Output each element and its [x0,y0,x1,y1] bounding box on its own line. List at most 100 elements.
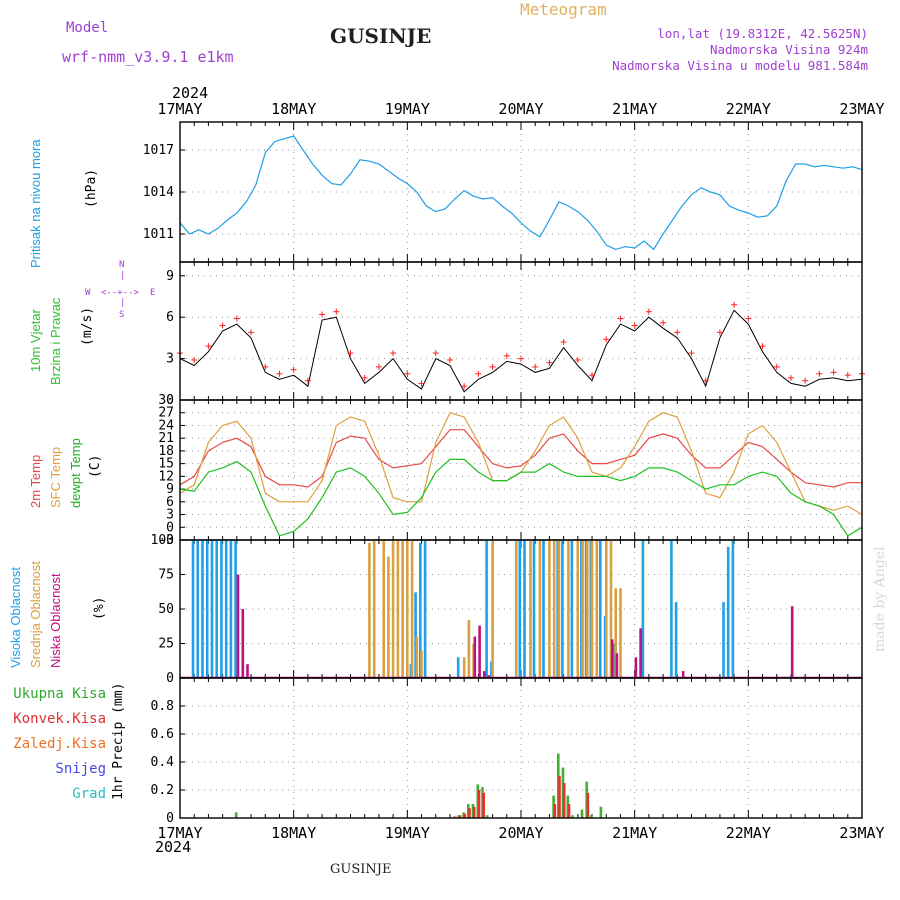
y-tick-label: 24 [158,418,174,433]
panel-0-grid [179,122,863,262]
y-tick-label: -3 [158,533,174,548]
bar-cloud_mid [415,636,419,678]
bar-cloud_high [414,592,417,678]
y-tick-label: 0 [166,671,174,686]
series-temp_2m [179,429,862,488]
bar-cloud_high [570,540,574,678]
bar-cloud_high [220,540,223,678]
bar-cloud_high [599,540,602,678]
bar-cloud_mid [552,540,556,678]
y-tick-label: 15 [158,457,174,472]
bar-cloud_high [641,540,645,678]
bar-cloud_high [205,540,209,678]
bar-cloud_mid [372,540,376,678]
bar-cloud_high [731,540,735,678]
y-tick-label: 12 [158,469,174,484]
x-day-label-top: 19MAY [385,100,430,118]
x-day-label-top: 17MAY [157,100,202,118]
bar-cloud_low [236,574,240,678]
bar-cloud_high [191,540,195,678]
bar-cloud_mid [515,540,518,678]
bar-cloud_mid [410,540,414,678]
bar-cloud_high [215,540,218,678]
y-tick-label: 9 [166,482,174,497]
bar-cloud_high [518,540,522,678]
bar-cloud_high [532,540,536,678]
y-tick-label: 0.8 [151,699,174,714]
compass-n: N [119,260,125,270]
y-tick-label: 18 [158,444,174,459]
y-tick-label: 30 [158,393,174,408]
elevation-label: Nadmorska Visina 924m [709,42,868,57]
y-tick-label: 0.2 [151,783,174,798]
bar-precip_conv [477,790,481,818]
bar-precip_total [485,815,489,818]
model-name: wrf-nmm_v3.9.1 e1km [62,48,234,66]
bar-cloud_mid [614,588,617,678]
bar-cloud_mid [581,540,584,678]
meteogram-label: Meteogram [520,0,607,19]
top-year-label: 2024 [172,84,209,102]
bar-cloud_low [681,671,685,678]
bar-cloud_mid [595,540,599,678]
bar-cloud_low [615,653,619,678]
bar-cloud_low [478,625,481,678]
y-tick-label: 3 [166,352,174,367]
bar-precip_conv [468,808,471,818]
bar-cloud_mid [420,650,423,678]
bar-cloud_mid [576,540,580,678]
bar-cloud_high [456,657,460,678]
lonlat-label: lon,lat (19.8312E, 42.5625N) [657,26,868,41]
panel-4-frame [179,677,863,819]
bar-cloud_mid [529,540,532,678]
bar-cloud_low [790,606,794,678]
bar-cloud_mid [557,540,561,678]
bar-cloud_high [670,540,673,678]
bar-cloud_mid [491,540,494,678]
y-tick-label: 75 [158,568,174,583]
series-wind_speed [179,309,863,393]
panel-1-frame [179,261,863,401]
bar-precip_conv [567,804,571,818]
bar-precip_conv [472,806,476,818]
bar-cloud_mid [462,657,466,678]
bar-precip_conv [454,816,457,818]
y-tick-label: 0.4 [151,755,175,770]
bar-precip_conv [586,792,590,818]
y-tick-label: 1011 [143,227,174,242]
bar-cloud_high [419,542,422,678]
bottom-year-label: 2024 [155,838,192,856]
x-day-label-top: 22MAY [726,100,771,118]
x-day-label-bottom: 21MAY [612,824,657,842]
bar-cloud_high [234,540,237,678]
x-day-label-bottom: 20MAY [498,824,543,842]
y-tick-label: 6 [166,495,174,510]
bar-precip_total [599,806,603,818]
x-day-label-top: 20MAY [498,100,543,118]
y-tick-label: 0 [166,520,174,535]
legend-frz: Zaledj.Kisa [13,736,106,752]
bar-precip_conv [562,783,566,818]
y-tick-label: 0 [166,811,174,826]
bar-precip_total [571,815,574,818]
panel-1-grid [179,262,863,401]
y-tick-label: 0 [166,393,174,408]
bar-cloud_mid [368,542,371,678]
bar-cloud_mid [567,540,570,678]
bar-cloud_mid [396,540,400,678]
bar-cloud_high [674,602,678,678]
y-tick-label: 50 [158,602,174,617]
legend-snow: Snijeg [55,761,106,777]
bar-cloud_high [726,546,730,678]
x-day-label-bottom: 22MAY [726,824,771,842]
y-tick-label: 21 [158,431,174,446]
bar-cloud_low [634,657,638,678]
bar-precip_conv [458,815,462,818]
y-tick-label: 27 [158,406,174,421]
bar-cloud_mid [619,588,622,678]
bar-cloud_mid [382,540,385,678]
bar-precip_conv [553,804,557,818]
bar-cloud_mid [605,540,608,678]
x-day-label-top: 18MAY [271,100,316,118]
bar-cloud_high [201,540,204,678]
